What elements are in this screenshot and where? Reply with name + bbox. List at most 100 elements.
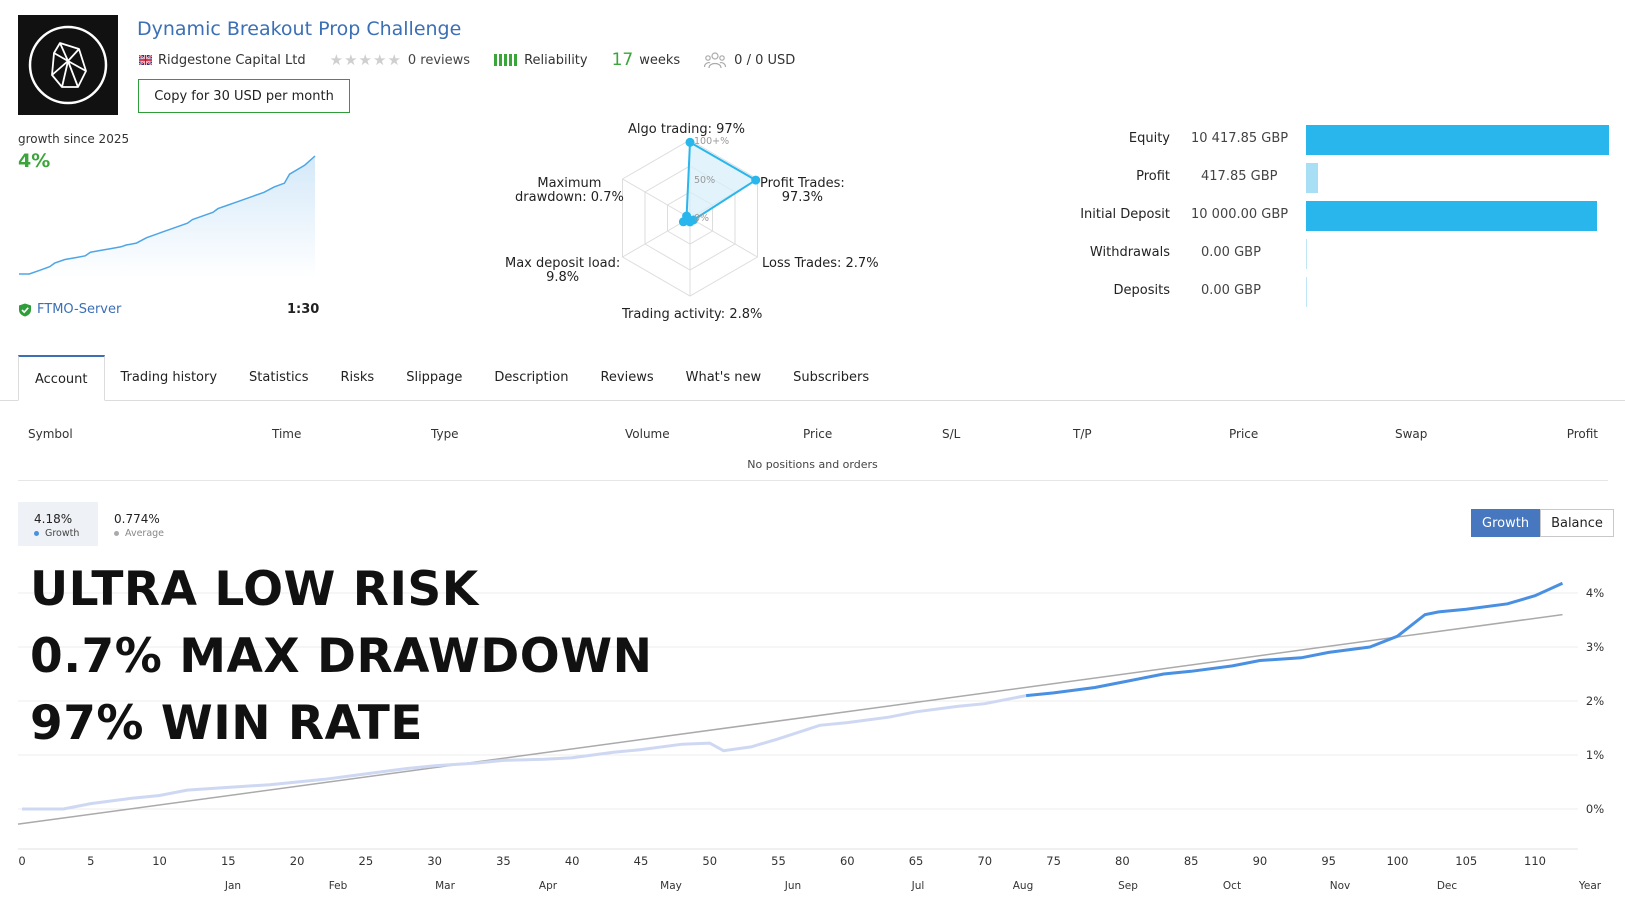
logo-icon <box>18 15 118 115</box>
tabs-divider <box>0 400 1625 401</box>
star-icon: ★★★★★ <box>329 51 402 69</box>
bar-fill <box>1306 239 1307 269</box>
average-stat[interactable]: 0.774% Average <box>114 502 164 539</box>
x-tick-label: 0 <box>18 854 25 868</box>
growth-dot-icon <box>34 531 39 536</box>
x-tick-label: 85 <box>1184 854 1199 868</box>
mini-growth-area <box>19 156 315 278</box>
table-divider <box>18 480 1608 481</box>
tab-subscribers[interactable]: Subscribers <box>793 370 870 385</box>
tab-what-s-new[interactable]: What's new <box>685 370 762 385</box>
bar-value: 10 417.85 GBP <box>1191 131 1289 146</box>
reliability[interactable]: Reliability <box>494 53 588 68</box>
x-tick-label: 20 <box>290 854 305 868</box>
signal-meta: Ridgestone Capital Ltd ★★★★★ 0 reviews R… <box>139 50 819 70</box>
broker[interactable]: Ridgestone Capital Ltd <box>139 53 306 68</box>
month-tick-label: Aug <box>1013 880 1034 892</box>
month-tick-label: Jan <box>224 880 241 892</box>
tabs: Account Trading history Statistics Risks Sli… <box>18 355 885 401</box>
growth-since-label: growth since 2025 <box>18 132 130 146</box>
radar-label-activity: Trading activity: 2.8% <box>622 307 763 322</box>
no-positions-message: No positions and orders <box>747 458 878 471</box>
mini-growth-chart <box>19 155 316 278</box>
tab-risks[interactable]: Risks <box>340 370 375 385</box>
average-dot-icon <box>114 531 119 536</box>
x-tick-label: 65 <box>909 854 924 868</box>
radar-label-profit-2: 97.3% <box>781 190 824 205</box>
y-tick-label: 0% <box>1586 802 1604 816</box>
column-header: Price <box>803 427 833 441</box>
month-tick-label: Nov <box>1330 880 1351 892</box>
bar-value: 417.85 GBP <box>1201 169 1278 184</box>
bar-value: 0.00 GBP <box>1201 245 1261 260</box>
reliability-bars-icon <box>494 54 519 66</box>
uk-flag-icon <box>139 55 152 65</box>
weeks-number: 17 <box>611 50 634 70</box>
reliability-label: Reliability <box>524 52 588 68</box>
month-tick-label: Dec <box>1437 880 1458 892</box>
page-title[interactable]: Dynamic Breakout Prop Challenge <box>137 18 462 40</box>
bar-value: 0.00 GBP <box>1201 283 1261 298</box>
x-tick-label: 75 <box>1046 854 1061 868</box>
headline-risk: ULTRA LOW RISK <box>30 562 479 617</box>
month-tick-label: Mar <box>435 880 455 892</box>
x-tick-label: 100 <box>1386 854 1408 868</box>
server-name: FTMO-Server <box>37 302 122 317</box>
reviews[interactable]: ★★★★★ 0 reviews <box>330 51 470 69</box>
bar-label: Withdrawals <box>1089 245 1170 260</box>
radar-tick-0: 0% <box>694 213 709 224</box>
bar-value: 10 000.00 GBP <box>1191 207 1289 222</box>
radar-point <box>751 175 761 185</box>
tab-slippage[interactable]: Slippage <box>406 370 463 385</box>
subscribers-value: 0 / 0 USD <box>734 52 796 68</box>
bar-fill <box>1306 277 1307 307</box>
subscribers[interactable]: 0 / 0 USD <box>704 51 795 69</box>
mini-growth-line <box>19 155 316 275</box>
weeks: 17 weeks <box>612 50 681 70</box>
x-tick-label: 90 <box>1253 854 1268 868</box>
bar-label: Equity <box>1128 131 1170 146</box>
month-tick-label: Feb <box>329 880 348 892</box>
tab-description[interactable]: Description <box>494 370 569 385</box>
column-header: Price <box>1229 427 1259 441</box>
y-tick-label: 4% <box>1586 586 1604 600</box>
growth-stat[interactable]: 4.18% Growth <box>18 502 98 546</box>
growth-chart: 4% 3% 2% 1% 0% 0 5 10 15 20 25 30 35 40 45 50 55 60 65 70 75… <box>17 581 1604 892</box>
month-tick-label: Apr <box>539 880 558 892</box>
headline-drawdown: 0.7% MAX DRAWDOWN <box>30 629 653 684</box>
month-tick-label: Jul <box>911 880 925 892</box>
column-header: S/L <box>942 427 961 441</box>
growth-toggle-button[interactable]: Growth <box>1471 509 1541 537</box>
x-tick-label: 25 <box>359 854 374 868</box>
column-header: T/P <box>1073 427 1092 441</box>
radar-label-profit-1: Profit Trades: <box>760 176 845 191</box>
server[interactable]: FTMO-Server <box>18 302 121 317</box>
column-header: Profit <box>1566 427 1598 441</box>
bar-label: Initial Deposit <box>1080 207 1170 222</box>
growth-series-line <box>1025 581 1564 698</box>
copy-signal-button[interactable]: Copy for 30 USD per month <box>138 79 350 113</box>
radar-label-loss: Loss Trades: 2.7% <box>762 256 879 271</box>
x-tick-label: 60 <box>840 854 855 868</box>
average-stat-value: 0.774% <box>114 512 160 526</box>
tab-reviews[interactable]: Reviews <box>600 370 654 385</box>
x-tick-label: 55 <box>771 854 786 868</box>
balance-toggle-button[interactable]: Balance <box>1540 509 1614 537</box>
radar-label-drawdown-1: Maximum <box>537 176 602 191</box>
month-tick-label: Sep <box>1118 880 1138 892</box>
x-tick-label: 110 <box>1524 854 1546 868</box>
subscribers-icon <box>704 52 727 69</box>
radar-tick-100: 100+% <box>694 136 729 147</box>
bar-fill <box>1306 125 1609 155</box>
tab-trading-history[interactable]: Trading history <box>120 370 218 385</box>
y-tick-label: 1% <box>1586 748 1604 762</box>
tab-statistics[interactable]: Statistics <box>249 370 309 385</box>
x-tick-label: 35 <box>496 854 511 868</box>
growth-stat-label: Growth <box>45 528 80 539</box>
headline-winrate: 97% WIN RATE <box>30 696 423 751</box>
tab-account[interactable]: Account <box>18 355 105 401</box>
radar-label-profit: Profit Trades: 97.3% <box>760 177 845 205</box>
radar-label-drawdown-2: drawdown: 0.7% <box>515 190 624 205</box>
x-tick-label: 50 <box>702 854 717 868</box>
column-header: Type <box>431 427 459 441</box>
